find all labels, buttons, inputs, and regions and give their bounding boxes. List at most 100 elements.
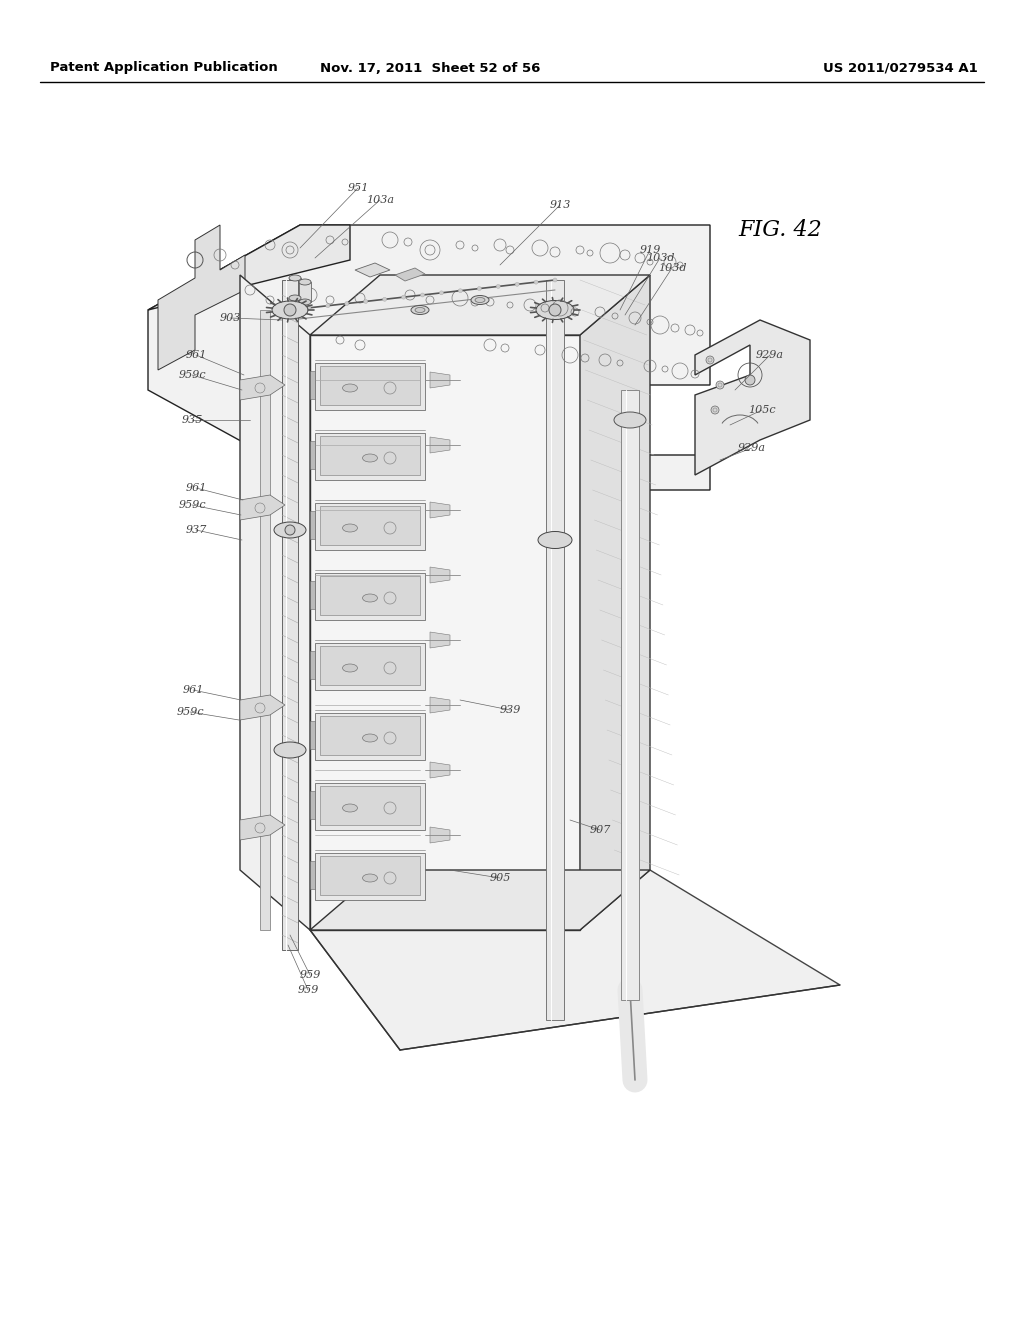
Polygon shape [310,870,840,1049]
Circle shape [477,286,481,290]
Text: 913: 913 [549,201,570,210]
Polygon shape [430,828,450,843]
Text: 961: 961 [185,483,207,492]
Polygon shape [319,855,420,895]
Text: 951: 951 [347,183,369,193]
Circle shape [745,375,755,385]
Polygon shape [319,576,420,615]
Text: 959c: 959c [178,370,206,380]
Polygon shape [695,319,810,475]
Polygon shape [310,335,580,931]
Polygon shape [430,372,450,388]
Text: 919: 919 [639,246,660,255]
Polygon shape [240,375,285,400]
Text: 959c: 959c [176,708,204,717]
Polygon shape [310,511,315,539]
Polygon shape [240,495,285,520]
Polygon shape [319,366,420,404]
Polygon shape [315,363,425,409]
Text: 959c: 959c [178,500,206,510]
Polygon shape [315,573,425,619]
Circle shape [401,296,406,300]
Circle shape [439,290,443,294]
Ellipse shape [342,804,357,812]
Polygon shape [148,224,710,490]
Polygon shape [621,389,639,1001]
Ellipse shape [272,301,308,319]
Polygon shape [310,581,315,609]
Ellipse shape [299,279,311,285]
Text: Patent Application Publication: Patent Application Publication [50,62,278,74]
Ellipse shape [536,301,574,319]
Text: 961: 961 [185,350,207,360]
Polygon shape [310,651,315,678]
Text: 103d: 103d [657,263,686,273]
Circle shape [421,293,425,297]
Circle shape [383,297,387,301]
Circle shape [307,306,311,310]
Polygon shape [319,715,420,755]
Polygon shape [580,275,650,931]
Polygon shape [299,282,311,302]
Polygon shape [315,503,425,549]
Circle shape [284,304,296,315]
Polygon shape [310,721,315,748]
Ellipse shape [274,521,306,539]
Ellipse shape [362,734,378,742]
Polygon shape [430,502,450,517]
Polygon shape [430,632,450,648]
Circle shape [326,304,330,308]
Ellipse shape [299,300,311,305]
Text: Nov. 17, 2011  Sheet 52 of 56: Nov. 17, 2011 Sheet 52 of 56 [319,62,541,74]
Circle shape [553,279,557,282]
Polygon shape [430,568,450,583]
Text: 103d: 103d [646,253,674,263]
Polygon shape [310,371,315,399]
Polygon shape [395,268,425,281]
Polygon shape [315,853,425,899]
Polygon shape [260,310,270,931]
Ellipse shape [475,297,485,302]
Ellipse shape [538,532,572,549]
Polygon shape [240,696,285,719]
Circle shape [345,301,349,305]
Circle shape [285,525,295,535]
Text: 905: 905 [489,873,511,883]
Polygon shape [315,783,425,829]
Ellipse shape [411,305,429,314]
Ellipse shape [362,454,378,462]
Circle shape [716,381,724,389]
Text: 937: 937 [185,525,207,535]
Ellipse shape [342,524,357,532]
Ellipse shape [342,664,357,672]
Circle shape [364,300,368,304]
Ellipse shape [289,294,301,301]
Text: 961: 961 [182,685,204,696]
Polygon shape [430,437,450,453]
Polygon shape [319,645,420,685]
Ellipse shape [415,308,425,313]
Text: 907: 907 [590,825,610,836]
Text: 939: 939 [500,705,520,715]
Polygon shape [546,280,564,1020]
Circle shape [515,282,519,286]
Circle shape [288,308,292,312]
Text: 935: 935 [181,414,203,425]
Circle shape [535,280,538,284]
Polygon shape [310,861,315,888]
Polygon shape [148,224,350,310]
Ellipse shape [274,742,306,758]
Circle shape [549,304,561,315]
Polygon shape [355,263,390,277]
Ellipse shape [342,384,357,392]
Polygon shape [319,506,420,544]
Polygon shape [430,762,450,777]
Text: 105c: 105c [749,405,776,414]
Polygon shape [240,814,285,840]
Polygon shape [240,275,310,931]
Ellipse shape [362,874,378,882]
Ellipse shape [289,275,301,281]
Text: 103a: 103a [366,195,394,205]
Text: 959: 959 [297,985,318,995]
Polygon shape [282,280,298,950]
